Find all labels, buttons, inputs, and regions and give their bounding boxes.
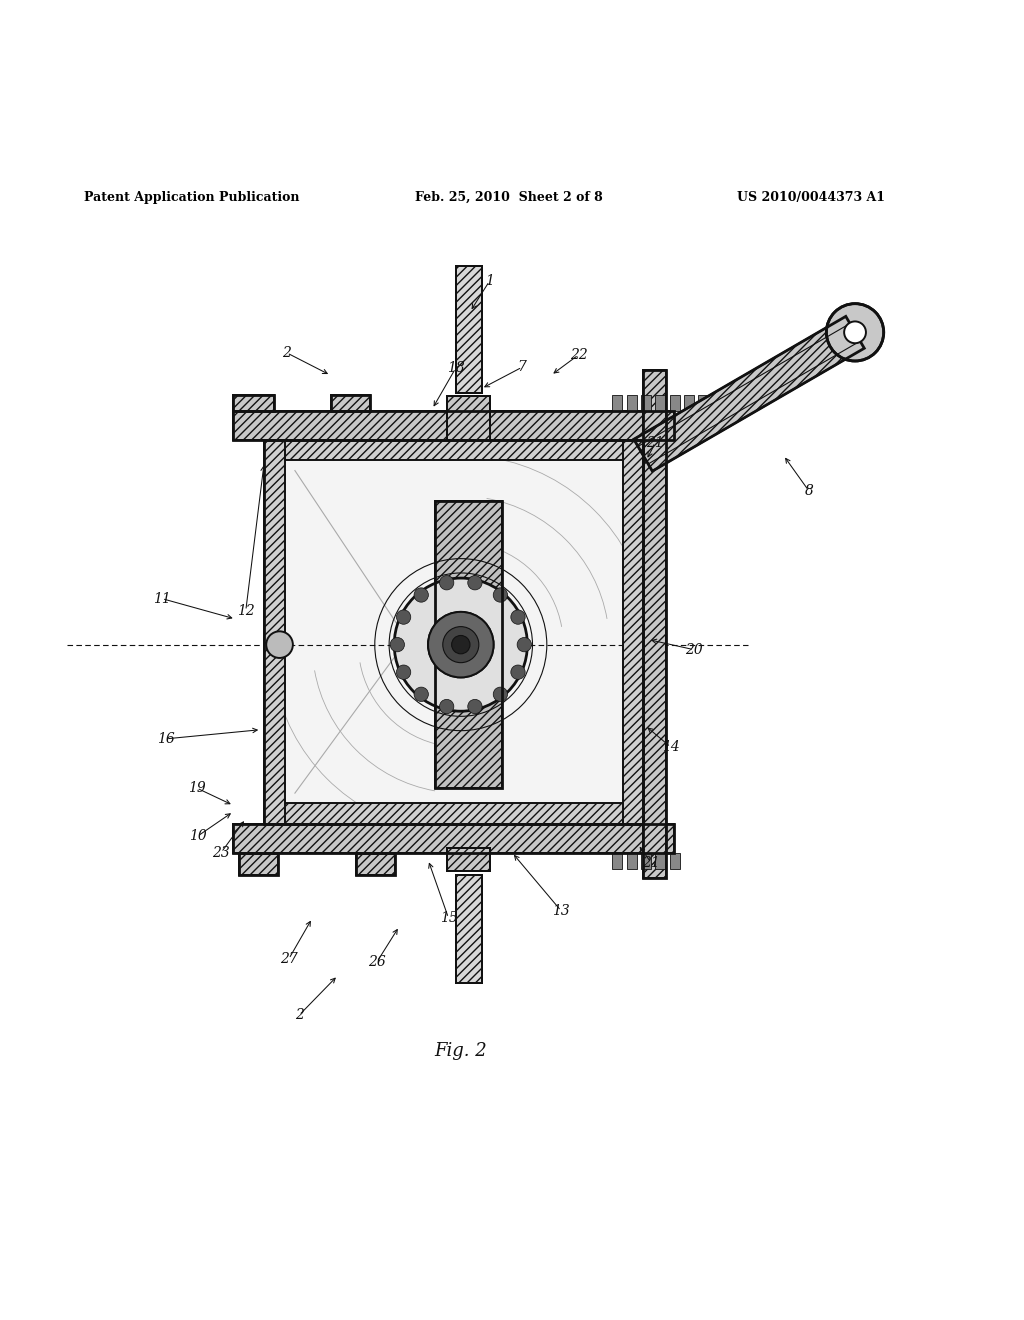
Text: 2: 2 <box>283 346 291 360</box>
Bar <box>233 824 674 853</box>
Circle shape <box>428 612 494 677</box>
Bar <box>233 824 674 853</box>
Circle shape <box>266 631 293 657</box>
Text: Feb. 25, 2010  Sheet 2 of 8: Feb. 25, 2010 Sheet 2 of 8 <box>415 191 602 205</box>
Circle shape <box>468 700 482 714</box>
Bar <box>356 853 395 875</box>
Bar <box>233 395 274 411</box>
Bar <box>447 396 490 440</box>
Bar <box>698 395 709 411</box>
Text: 1: 1 <box>485 275 494 288</box>
Bar <box>627 395 637 411</box>
Circle shape <box>468 576 482 590</box>
Circle shape <box>494 587 508 602</box>
Circle shape <box>396 665 411 680</box>
Bar <box>456 875 482 982</box>
Bar <box>447 396 490 440</box>
Bar <box>623 440 643 824</box>
Bar <box>670 853 680 869</box>
Circle shape <box>826 304 884 360</box>
Bar <box>239 853 278 875</box>
Bar <box>331 395 370 411</box>
Circle shape <box>511 610 525 624</box>
Text: 7: 7 <box>518 360 526 374</box>
Text: 12: 12 <box>237 603 255 618</box>
Bar <box>447 849 490 871</box>
Circle shape <box>517 638 531 652</box>
Text: 21: 21 <box>646 436 665 450</box>
Bar <box>239 411 278 462</box>
Text: Patent Application Publication: Patent Application Publication <box>84 191 299 205</box>
Text: 8: 8 <box>805 484 813 498</box>
Text: US 2010/0044373 A1: US 2010/0044373 A1 <box>737 191 886 205</box>
Circle shape <box>414 587 428 602</box>
Bar <box>627 853 637 869</box>
Text: 19: 19 <box>187 781 206 795</box>
Polygon shape <box>634 317 864 471</box>
Text: 11: 11 <box>153 591 171 606</box>
Bar <box>456 875 482 982</box>
Circle shape <box>439 700 454 714</box>
Bar <box>612 853 623 869</box>
Text: 13: 13 <box>552 904 570 917</box>
Bar <box>612 395 623 411</box>
Circle shape <box>494 688 508 701</box>
Bar <box>356 853 395 875</box>
Bar <box>264 440 285 824</box>
Bar <box>331 395 370 411</box>
Bar <box>285 461 623 804</box>
Bar <box>641 395 651 411</box>
Text: Fig. 2: Fig. 2 <box>434 1043 487 1060</box>
Circle shape <box>390 638 404 652</box>
Circle shape <box>511 665 525 680</box>
Bar <box>264 440 643 461</box>
Text: 18: 18 <box>446 362 465 375</box>
Bar <box>435 502 502 788</box>
Text: 23: 23 <box>212 846 230 859</box>
Bar <box>264 804 643 824</box>
Bar <box>239 853 278 875</box>
Bar <box>233 411 674 440</box>
Bar <box>334 411 373 462</box>
Circle shape <box>396 610 411 624</box>
Text: 14: 14 <box>662 741 680 754</box>
Text: 2: 2 <box>295 1008 303 1022</box>
Circle shape <box>394 578 527 711</box>
Text: 10: 10 <box>188 829 207 843</box>
Bar <box>641 853 651 869</box>
Bar <box>643 370 666 878</box>
Bar <box>643 370 666 878</box>
Bar <box>655 853 666 869</box>
Bar <box>456 265 482 393</box>
Bar <box>233 395 274 411</box>
Text: 21: 21 <box>642 855 660 870</box>
Bar <box>447 849 490 871</box>
Bar <box>435 502 502 788</box>
Text: 26: 26 <box>368 956 386 969</box>
Text: 22: 22 <box>569 348 588 362</box>
Circle shape <box>452 635 470 653</box>
Text: 27: 27 <box>280 952 298 966</box>
Circle shape <box>844 322 866 343</box>
Circle shape <box>439 576 454 590</box>
Circle shape <box>442 627 479 663</box>
Text: 15: 15 <box>439 911 458 925</box>
Circle shape <box>428 612 494 677</box>
Bar <box>655 395 666 411</box>
Bar <box>670 395 680 411</box>
Text: 16: 16 <box>157 731 175 746</box>
Text: 20: 20 <box>685 643 703 657</box>
Bar <box>684 395 694 411</box>
Bar <box>456 265 482 393</box>
Bar <box>264 440 643 824</box>
Circle shape <box>414 688 428 701</box>
Bar <box>233 411 674 440</box>
